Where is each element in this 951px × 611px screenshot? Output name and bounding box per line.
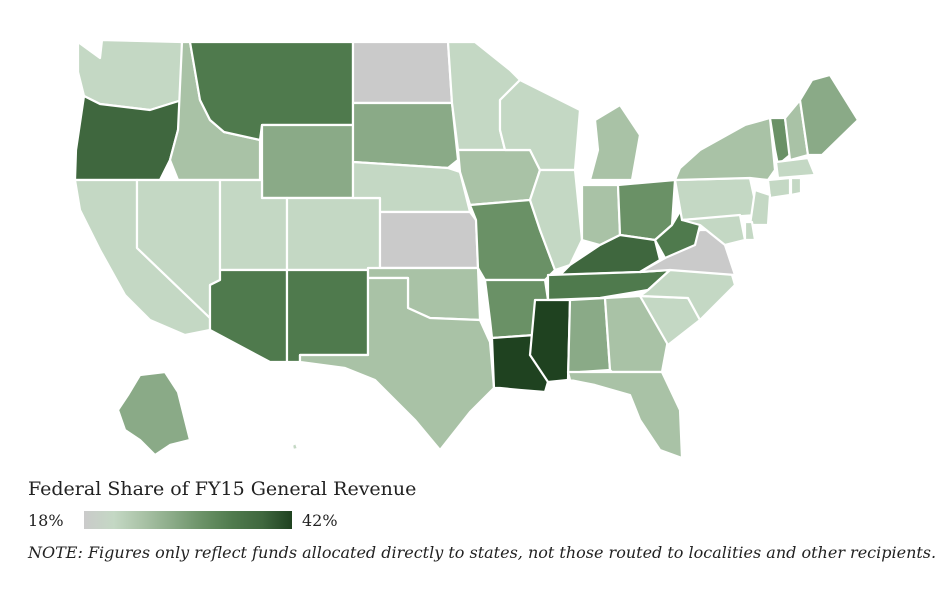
legend-min-label: 18% — [28, 510, 64, 530]
state-IL[interactable] — [528, 168, 584, 272]
state-HI[interactable] — [290, 441, 300, 452]
us-choropleth-map — [73, 38, 860, 460]
footnote: NOTE: Figures only reflect funds allocat… — [28, 543, 937, 562]
state-SD[interactable] — [351, 101, 460, 170]
state-IA[interactable] — [456, 148, 542, 207]
state-FL[interactable] — [566, 370, 684, 460]
state-WA[interactable] — [76, 38, 184, 112]
state-CT[interactable] — [766, 176, 792, 200]
state-IN[interactable] — [580, 183, 622, 247]
legend: 18% 42% — [28, 510, 338, 530]
state-RI[interactable] — [789, 176, 803, 197]
state-AZ[interactable] — [208, 268, 289, 364]
state-DE[interactable] — [743, 220, 757, 242]
state-MI[interactable] — [588, 103, 642, 182]
state-MS[interactable] — [528, 298, 572, 384]
state-ND[interactable] — [351, 40, 454, 105]
state-WY[interactable] — [260, 123, 355, 200]
state-OR[interactable] — [73, 94, 184, 182]
state-ME[interactable] — [798, 73, 860, 157]
legend-max-label: 42% — [302, 510, 338, 530]
legend-title: Federal Share of FY15 General Revenue — [28, 478, 417, 500]
state-CO[interactable] — [285, 196, 382, 272]
state-KS[interactable] — [378, 210, 480, 270]
state-TX[interactable] — [298, 276, 496, 452]
state-MD[interactable] — [680, 213, 747, 247]
state-MA[interactable] — [774, 156, 817, 180]
state-NY[interactable] — [673, 116, 777, 182]
state-AL[interactable] — [566, 296, 612, 382]
legend-color-scale — [84, 511, 292, 529]
state-NM[interactable] — [285, 268, 370, 364]
state-PA[interactable] — [673, 176, 760, 222]
state-NJ[interactable] — [748, 188, 772, 227]
state-AK[interactable] — [116, 370, 192, 457]
